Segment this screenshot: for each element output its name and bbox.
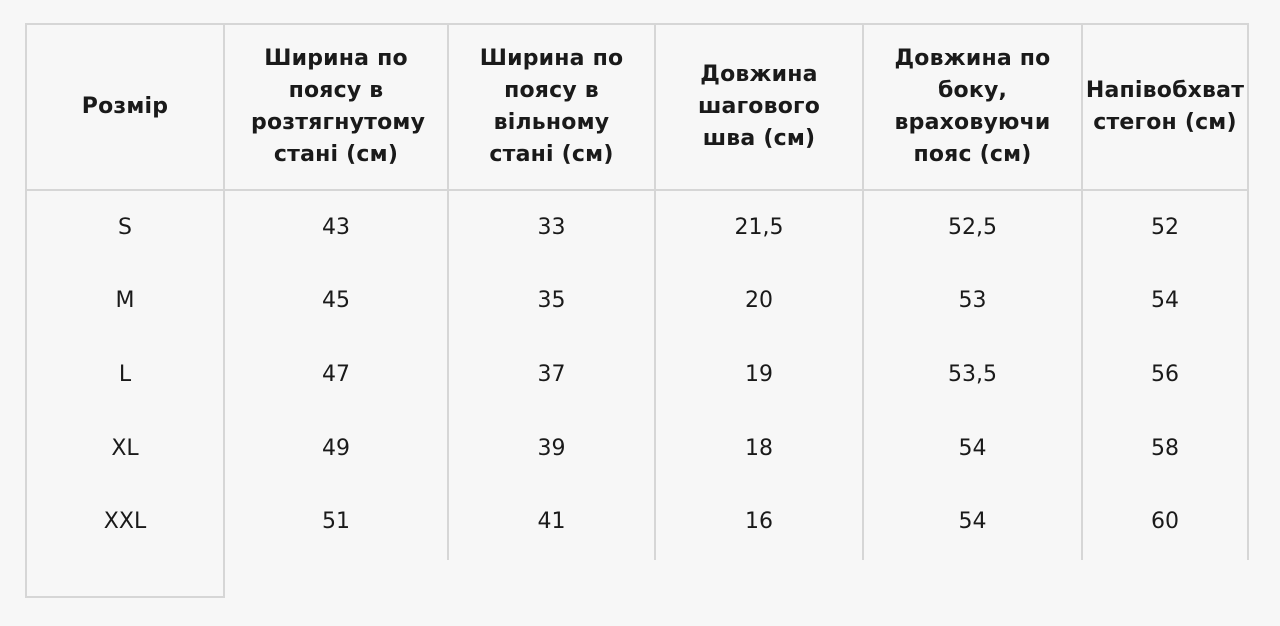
column-divider-1	[223, 23, 225, 598]
table-cell: XL	[27, 430, 223, 468]
cell-text: S	[118, 215, 132, 240]
header-size-label: Розмір	[81, 94, 169, 119]
cell-text: M	[115, 288, 135, 313]
cell-text: 56	[1151, 362, 1179, 387]
table-cell: 37	[449, 356, 654, 394]
header-waist-stretched: Ширина по поясу в розтягнутому стані (см…	[225, 25, 447, 189]
table-cell: 58	[1083, 430, 1247, 468]
header-inseam: Довжина шагового шва (см)	[656, 25, 862, 189]
table-cell: 20	[656, 282, 862, 320]
table-cell: 49	[225, 430, 447, 468]
first-column-bottom-border	[25, 596, 225, 598]
table-cell: 39	[449, 430, 654, 468]
cell-text: 52	[1151, 215, 1179, 240]
cell-text: 54	[958, 509, 987, 534]
header-size: Розмір	[27, 25, 223, 189]
cell-text: 16	[745, 509, 773, 534]
table-cell: 53,5	[864, 356, 1081, 394]
table-cell: XXL	[27, 503, 223, 541]
header-waist-stretched-label: Ширина по поясу в розтягнутому стані (см…	[251, 46, 426, 167]
table-cell: S	[27, 209, 223, 247]
column-divider-4	[862, 23, 864, 560]
cell-text: XL	[111, 436, 139, 461]
cell-text: 51	[322, 509, 350, 534]
cell-text: 54	[1151, 288, 1179, 313]
column-divider-3	[654, 23, 656, 560]
column-divider-5	[1081, 23, 1083, 560]
table-cell: 16	[656, 503, 862, 541]
table-cell: 21,5	[656, 209, 862, 247]
table-cell: 51	[225, 503, 447, 541]
table-cell: 47	[225, 356, 447, 394]
cell-text: 35	[537, 288, 566, 313]
cell-text: 45	[322, 288, 350, 313]
table-cell: 52,5	[864, 209, 1081, 247]
table-cell: 54	[1083, 282, 1247, 320]
cell-text: 41	[537, 509, 566, 534]
cell-text: 54	[958, 436, 987, 461]
table-cell: 45	[225, 282, 447, 320]
header-waist-relaxed: Ширина по поясу в вільному стані (см)	[449, 25, 654, 189]
table-cell: 18	[656, 430, 862, 468]
cell-text: L	[118, 362, 132, 387]
cell-text: 19	[745, 362, 773, 387]
table-cell: 53	[864, 282, 1081, 320]
header-inseam-label: Довжина шагового шва (см)	[697, 62, 821, 151]
table-cell: 19	[656, 356, 862, 394]
cell-text: 58	[1151, 436, 1179, 461]
table-border-top	[25, 23, 1249, 25]
cell-text: 20	[745, 288, 773, 313]
header-side-length: Довжина по боку, враховуючи пояс (см)	[864, 25, 1081, 189]
cell-text: 39	[537, 436, 566, 461]
cell-text: 33	[537, 215, 566, 240]
cell-text: 53,5	[948, 362, 997, 387]
cell-text: 37	[537, 362, 566, 387]
table-cell: 41	[449, 503, 654, 541]
header-hip-half: Напівобхват стегон (см)	[1083, 25, 1247, 189]
table-cell: M	[27, 282, 223, 320]
cell-text: 49	[322, 436, 350, 461]
cell-text: 21,5	[734, 215, 784, 240]
header-hip-half-label: Напівобхват стегон (см)	[1085, 78, 1245, 135]
header-divider	[25, 189, 1249, 191]
cell-text: 18	[745, 436, 773, 461]
cell-text: 47	[322, 362, 350, 387]
header-waist-relaxed-label: Ширина по поясу в вільному стані (см)	[479, 46, 624, 167]
cell-text: 52,5	[948, 215, 997, 240]
cell-text: 53	[958, 288, 987, 313]
table-border-right	[1247, 23, 1249, 560]
table-cell: L	[27, 356, 223, 394]
cell-text: 43	[322, 215, 350, 240]
column-divider-2	[447, 23, 449, 560]
table-cell: 54	[864, 503, 1081, 541]
cell-text: 60	[1151, 509, 1179, 534]
table-cell: 35	[449, 282, 654, 320]
table-border-left	[25, 23, 27, 598]
table-cell: 54	[864, 430, 1081, 468]
header-side-length-label: Довжина по боку, враховуючи пояс (см)	[894, 46, 1051, 167]
cell-text: XXL	[103, 509, 147, 534]
table-cell: 56	[1083, 356, 1247, 394]
table-cell: 60	[1083, 503, 1247, 541]
table-cell: 52	[1083, 209, 1247, 247]
table-cell: 43	[225, 209, 447, 247]
table-cell: 33	[449, 209, 654, 247]
